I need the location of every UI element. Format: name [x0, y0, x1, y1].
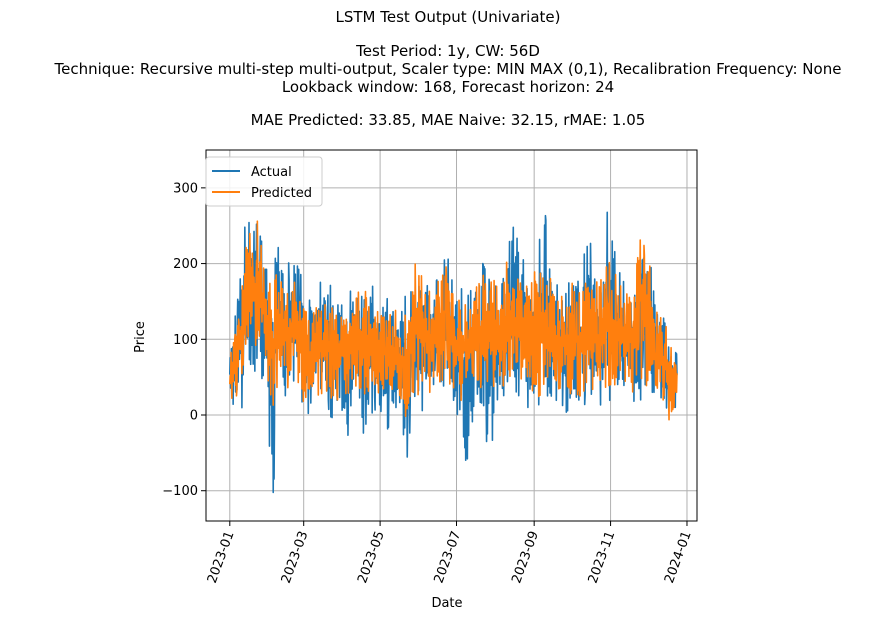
- chart-subtitle-3: Lookback window: 168, Forecast horizon: …: [282, 78, 614, 96]
- y-tick-label: 0: [190, 409, 198, 424]
- legend: Actual Predicted: [205, 156, 323, 207]
- plot-series: [229, 211, 678, 494]
- title-block: LSTM Test Output (Univariate) Test Perio…: [54, 8, 842, 129]
- chart-subtitle-1: Test Period: 1y, CW: 56D: [355, 42, 540, 60]
- plot-frame: [205, 149, 698, 522]
- legend-box: [205, 156, 323, 207]
- y-tick-label: 300: [173, 181, 198, 196]
- y-axis-label: Price: [133, 321, 148, 353]
- chart-title: LSTM Test Output (Univariate): [336, 8, 561, 26]
- series-line-predicted: [229, 220, 678, 421]
- chart-metrics: MAE Predicted: 33.85, MAE Naive: 32.15, …: [251, 111, 646, 129]
- chart-subtitle-2: Technique: Recursive multi-step multi-ou…: [54, 60, 842, 78]
- legend-label-predicted: Predicted: [251, 186, 312, 201]
- x-axis-label: Date: [431, 596, 462, 611]
- legend-label-actual: Actual: [251, 165, 292, 180]
- y-tick-label: 200: [173, 257, 198, 272]
- y-tick-label: −100: [162, 484, 198, 499]
- y-tick-label: 100: [173, 333, 198, 348]
- y-axis: −100 0 100 200 300: [162, 181, 206, 499]
